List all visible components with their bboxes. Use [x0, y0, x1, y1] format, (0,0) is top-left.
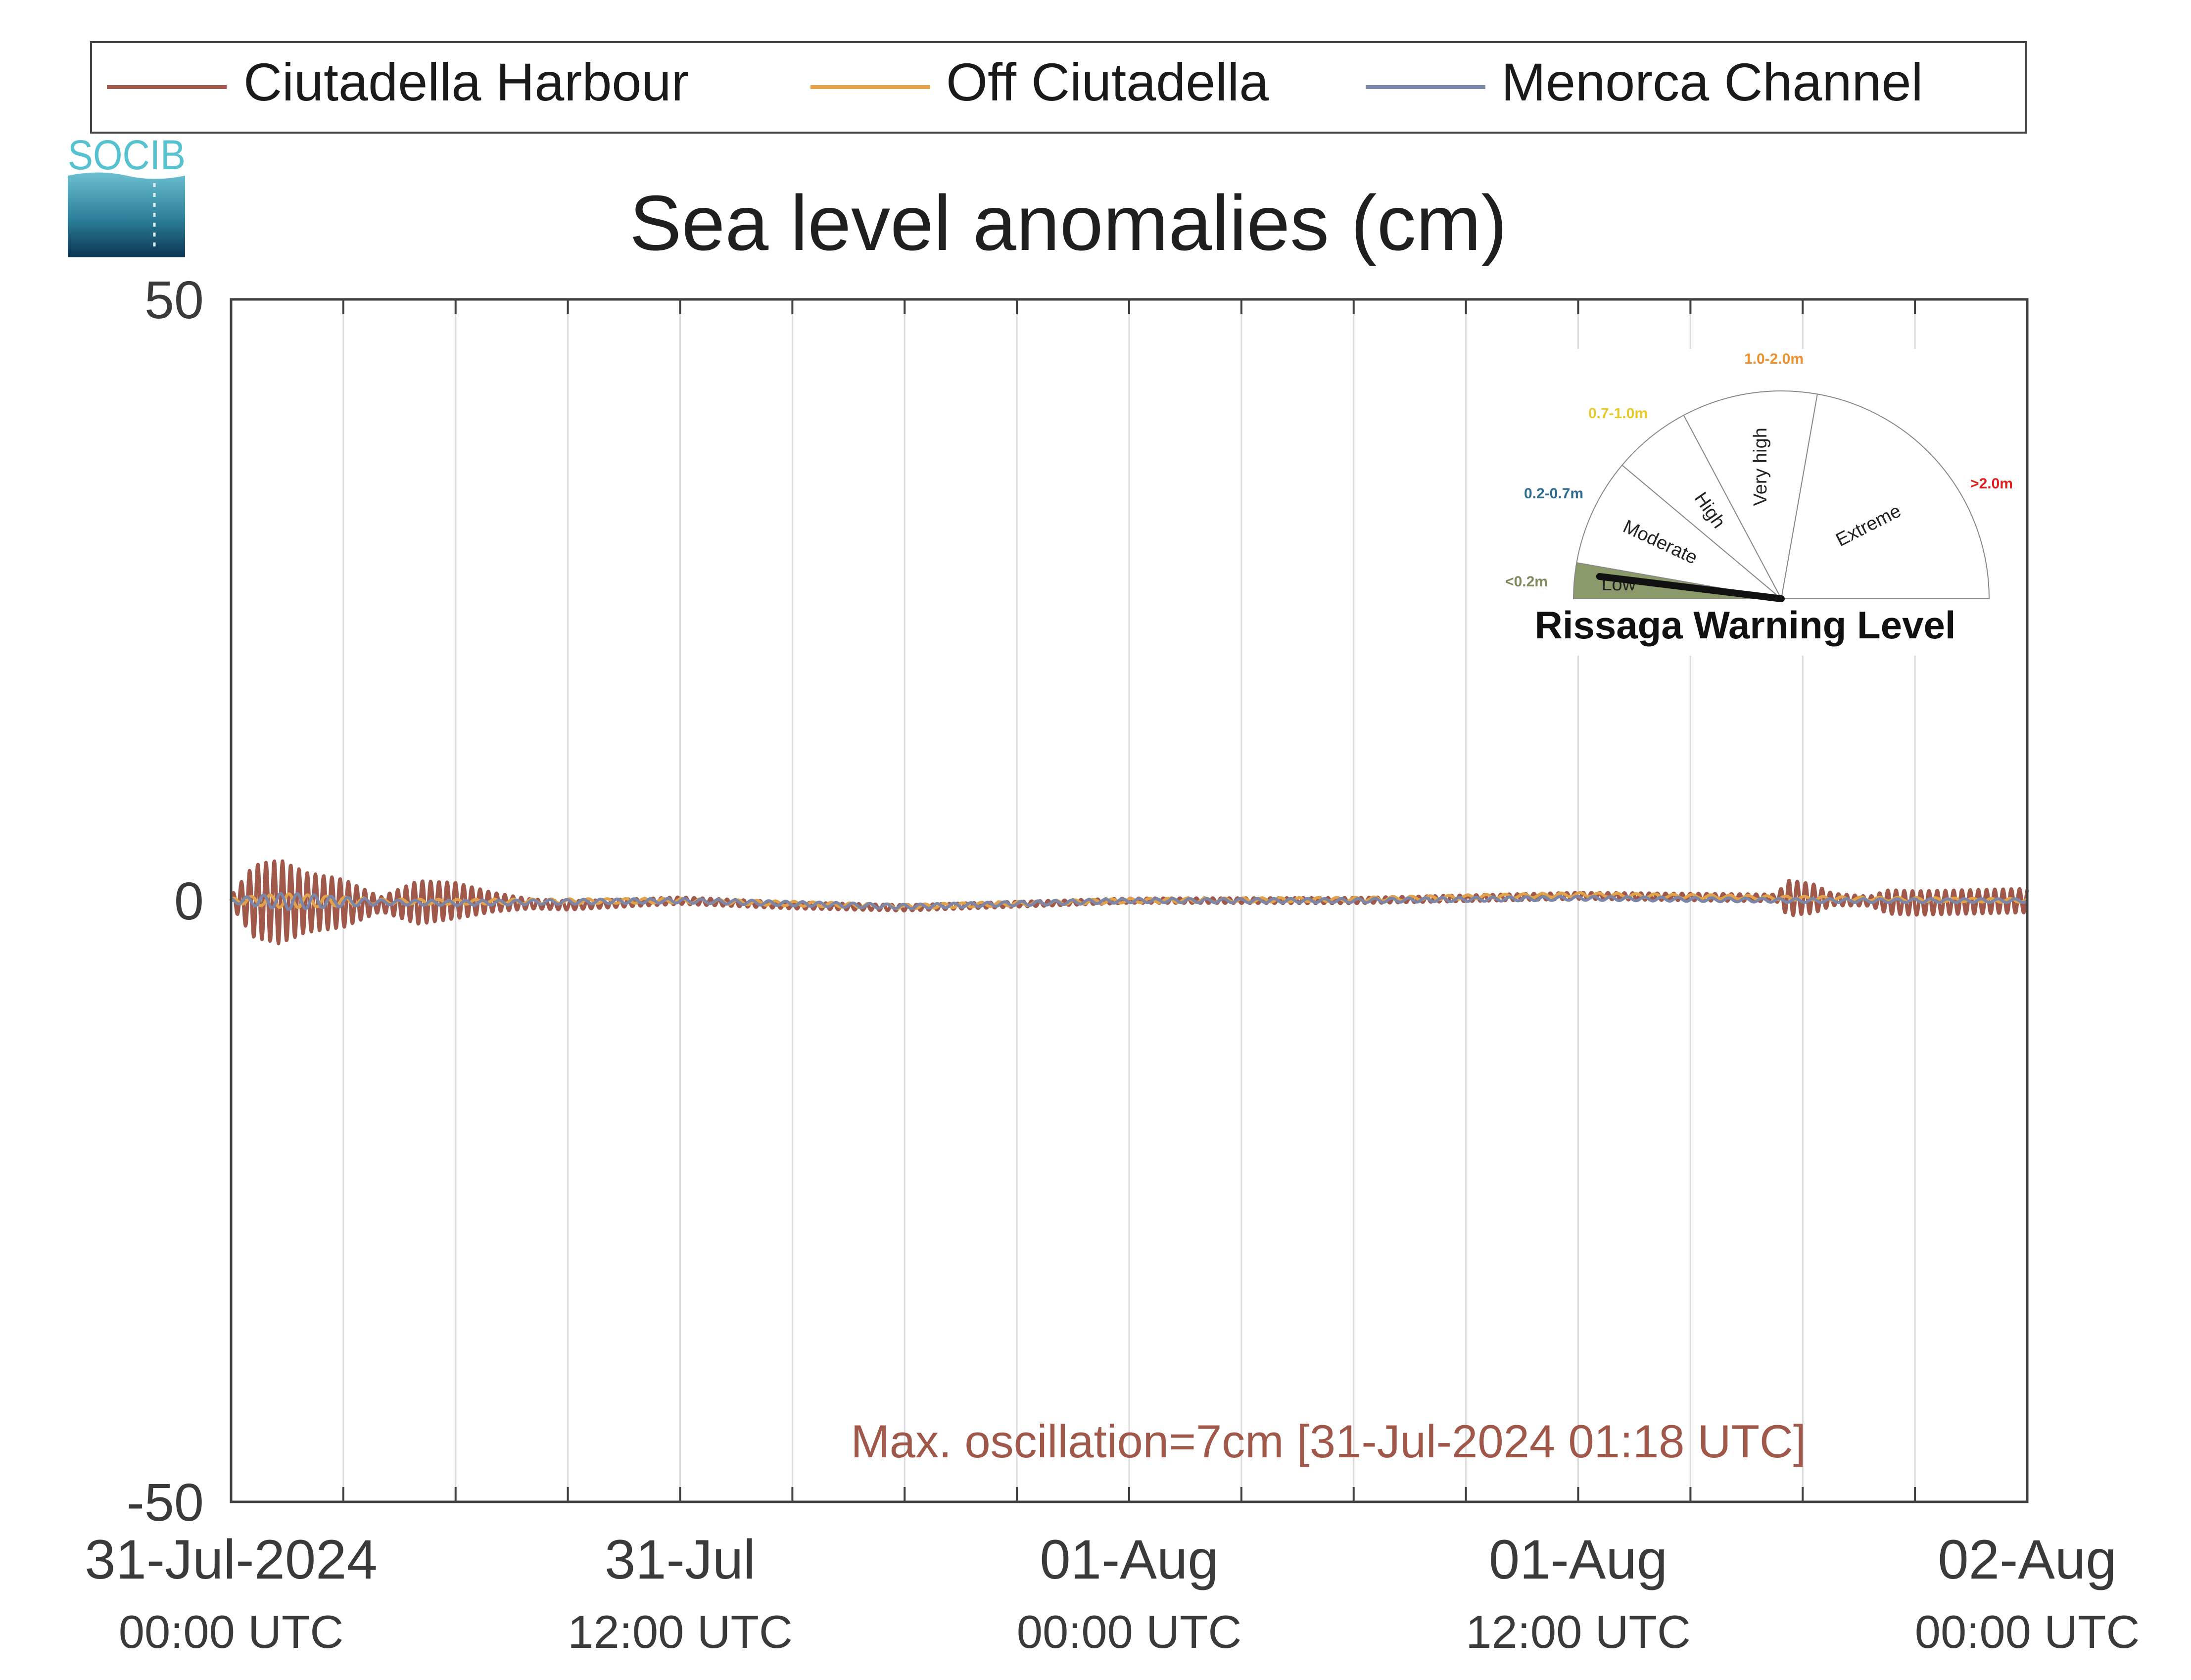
x-tick-time-label: 12:00 UTC [1466, 1606, 1691, 1658]
gauge-range-label: <0.2m [1505, 574, 1548, 590]
x-tick-time-label: 00:00 UTC [119, 1606, 344, 1658]
x-tick-date-label: 01-Aug [1040, 1529, 1218, 1590]
x-tick-date-label: 02-Aug [1938, 1529, 2116, 1590]
gauge-sector-extreme [1780, 393, 1990, 599]
gauge-range-label: >2.0m [1970, 476, 2013, 492]
gauge-sector-moderate [1576, 464, 1783, 600]
y-tick-label: 0 [174, 871, 204, 931]
gauge-title: Rissaga Warning Level [1534, 603, 1955, 647]
gauge-sector-very-high [1683, 390, 1818, 601]
gauge-sector-high [1621, 414, 1782, 599]
y-tick-label: 50 [144, 270, 204, 330]
gauge-sector-label: Very high [1750, 428, 1771, 506]
series-layer [229, 859, 2029, 946]
chart-title: Sea level anomalies (cm) [629, 180, 1507, 267]
x-tick-date-label: 01-Aug [1489, 1529, 1667, 1590]
y-tick-label: -50 [127, 1472, 204, 1532]
socib-logo: SOCIB [68, 132, 186, 257]
plot-frame [230, 298, 2029, 1503]
x-tick-time-label: 00:00 UTC [1017, 1606, 1242, 1658]
socib-logo-text: SOCIB [68, 132, 186, 178]
legend-label-off-ciutadella: Off Ciutadella [946, 52, 1269, 112]
series-line-menorca-channel [230, 892, 2028, 911]
x-tick-time-label: 00:00 UTC [1915, 1606, 2140, 1658]
socib-logo-block [68, 172, 185, 257]
legend: Ciutadella Harbour Off Ciutadella Menorc… [90, 41, 2027, 134]
x-tick-time-label: 12:00 UTC [568, 1606, 793, 1658]
legend-label-ciutadella-harbour: Ciutadella Harbour [243, 52, 689, 112]
x-tick-date-label: 31-Jul [605, 1529, 756, 1590]
gauge-range-label: 0.7-1.0m [1588, 405, 1648, 422]
gauge-range-label: 0.2-0.7m [1524, 485, 1583, 502]
legend-label-menorca-channel: Menorca Channel [1501, 52, 1923, 112]
y-axis: 50 0 -50 [127, 270, 204, 1532]
legend-frame [90, 41, 2027, 134]
max-oscillation-annotation: Max. oscillation=7cm [31-Jul-2024 01:18 … [851, 1415, 1807, 1467]
x-tick-date-label: 31-Jul-2024 [85, 1529, 378, 1590]
gauge-needle [1596, 573, 1785, 602]
gauge-range-label: 1.0-2.0m [1744, 351, 1804, 367]
x-axis: 31-Jul-2024 00:00 UTC 31-Jul 12:00 UTC 01-Au… [85, 1529, 2140, 1658]
